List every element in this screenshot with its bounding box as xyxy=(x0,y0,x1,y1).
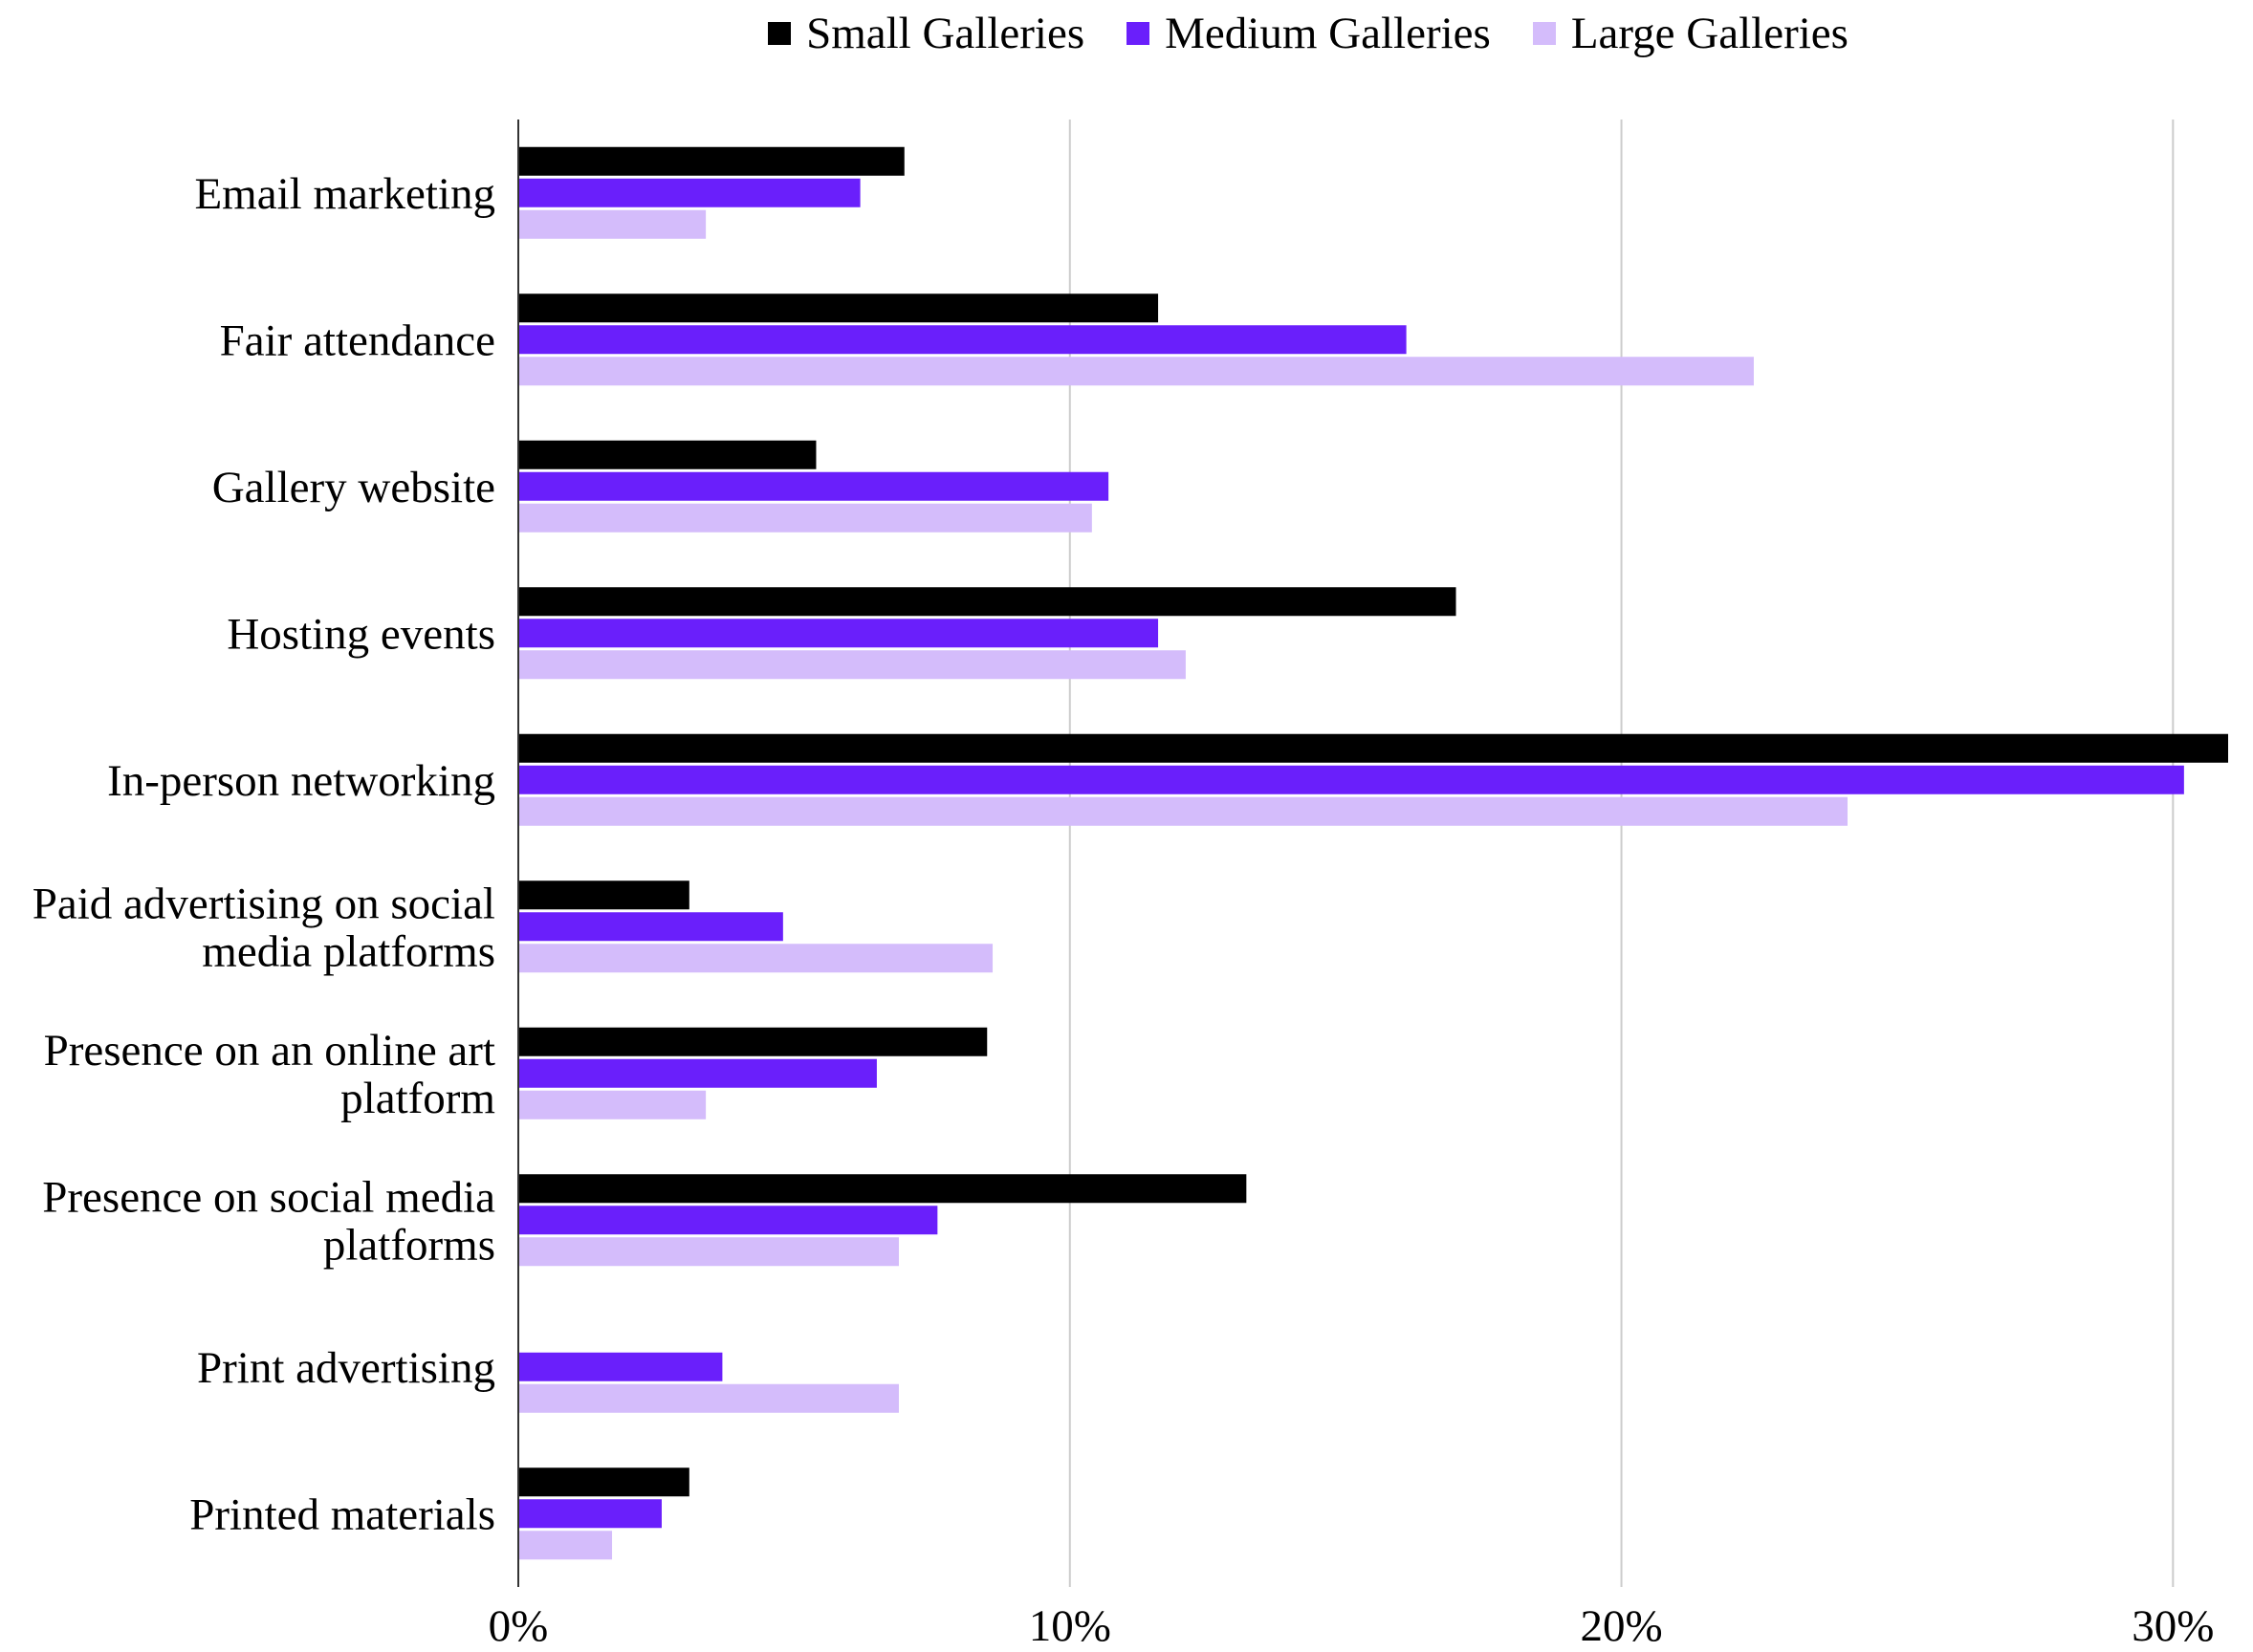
bar xyxy=(519,440,817,469)
legend-swatch-medium xyxy=(1126,22,1150,45)
bar xyxy=(519,1058,877,1088)
x-tick-label: 20% xyxy=(1580,1601,1662,1651)
legend-label-large: Large Galleries xyxy=(1570,9,1848,58)
x-tick-labels: 0% 10% 20% 30% xyxy=(489,1601,2215,1651)
bars xyxy=(519,146,2228,1560)
category-label: Presence on an online art xyxy=(44,1026,495,1076)
bar xyxy=(519,650,1186,680)
category-label: Hosting events xyxy=(227,609,495,659)
x-tick-label: 0% xyxy=(489,1601,549,1651)
bar xyxy=(519,471,1109,501)
bar xyxy=(519,1467,689,1497)
bar xyxy=(519,912,783,942)
bar xyxy=(519,1206,938,1235)
legend-swatch-large xyxy=(1532,22,1556,45)
bar xyxy=(519,880,689,910)
bar xyxy=(519,587,1456,617)
bar xyxy=(519,1027,988,1056)
bar xyxy=(519,1383,899,1413)
bar xyxy=(519,325,1407,355)
legend-item-small: Small Galleries xyxy=(768,8,1084,59)
category-label: Fair attendance xyxy=(220,315,495,365)
bar xyxy=(519,1352,723,1381)
bar xyxy=(519,733,2228,763)
legend: Small Galleries Medium Galleries Large G… xyxy=(0,8,2253,59)
category-label: Presence on social media xyxy=(42,1172,495,1222)
category-labels: Email marketing Fair attendance Gallery we… xyxy=(33,169,495,1540)
category-label: media platforms xyxy=(202,926,495,976)
category-label: Paid advertising on social xyxy=(33,879,495,928)
legend-label-small: Small Galleries xyxy=(806,9,1085,58)
bar xyxy=(519,1174,1247,1204)
bar xyxy=(519,209,707,239)
legend-item-medium: Medium Galleries xyxy=(1126,8,1491,59)
bar xyxy=(519,146,905,176)
category-label: Gallery website xyxy=(212,463,495,512)
category-label: Email marketing xyxy=(194,169,495,219)
bar xyxy=(519,619,1159,648)
x-tick-label: 10% xyxy=(1029,1601,1111,1651)
bar xyxy=(519,1090,707,1119)
bar xyxy=(519,1531,613,1560)
category-label: Printed materials xyxy=(189,1489,495,1539)
category-label: Print advertising xyxy=(197,1343,495,1393)
legend-item-large: Large Galleries xyxy=(1532,8,1848,59)
bar xyxy=(519,503,1092,533)
category-label: platforms xyxy=(323,1220,495,1270)
bar xyxy=(519,1499,662,1529)
bar xyxy=(519,293,1159,323)
bar xyxy=(519,357,1754,386)
legend-swatch-small xyxy=(768,22,792,45)
bar xyxy=(519,178,861,207)
bar xyxy=(519,765,2184,794)
bar xyxy=(519,796,1848,826)
legend-label-medium: Medium Galleries xyxy=(1165,9,1491,58)
category-label: In-person networking xyxy=(107,756,495,806)
bar xyxy=(519,944,994,973)
category-label: platform xyxy=(340,1074,495,1123)
x-tick-label: 30% xyxy=(2132,1601,2214,1651)
bar xyxy=(519,1237,899,1267)
